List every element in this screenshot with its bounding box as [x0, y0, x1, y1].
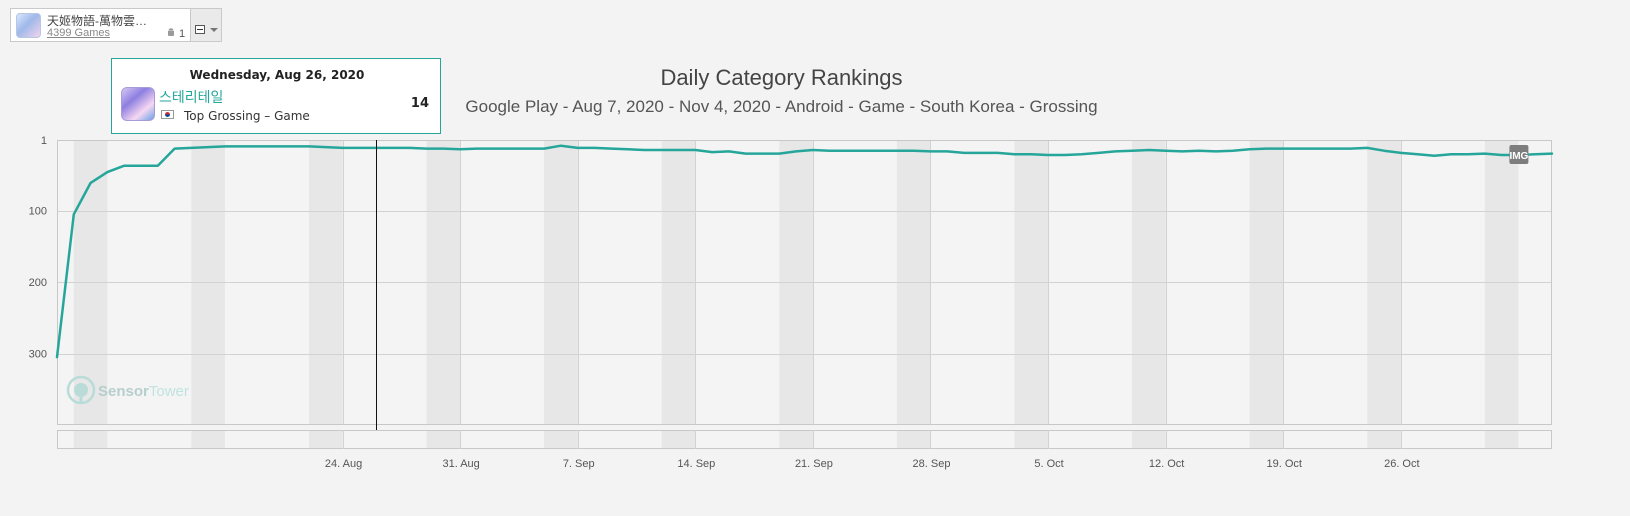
collapse-icon[interactable] — [195, 25, 205, 34]
navigator-weekend-band — [896, 431, 931, 448]
grid-lines — [57, 140, 1552, 425]
series-layer — [55, 144, 1554, 359]
chevron-down-icon[interactable] — [210, 28, 218, 32]
navigator-weekend-band — [544, 431, 578, 448]
sensortower-watermark: SensorTower — [66, 375, 189, 405]
android-icon — [168, 28, 174, 36]
tooltip: Wednesday, Aug 26, 2020 스테리테일 Top Grossi… — [111, 58, 441, 134]
x-tick-label: 19. Oct — [1267, 458, 1302, 470]
app-count: 1 — [179, 28, 186, 40]
tooltip-app-icon — [121, 87, 155, 121]
app-icon — [16, 13, 41, 38]
x-tick-label: 14. Sep — [677, 458, 715, 470]
watermark-text-bold: Sensor — [98, 383, 149, 400]
publisher-link[interactable]: 4399 Games — [47, 27, 110, 39]
x-tick-label: 28. Sep — [913, 458, 951, 470]
tooltip-category: Top Grossing – Game — [184, 109, 310, 123]
event-markers[interactable]: IMG — [1509, 145, 1529, 164]
navigator-weekend-band — [73, 431, 108, 448]
app-name[interactable]: 天姬物語-萬物雲… — [47, 14, 147, 28]
x-tick-label: 31. Aug — [442, 458, 479, 470]
x-tick-label: 26. Oct — [1384, 458, 1419, 470]
event-marker — [1509, 145, 1529, 164]
navigator-weekend-band — [1249, 431, 1284, 448]
tooltip-date: Wednesday, Aug 26, 2020 — [189, 68, 365, 82]
navigator-weekend-band — [779, 431, 813, 448]
navigator-weekend-band — [1484, 431, 1519, 448]
y-tick-label: 300 — [29, 349, 47, 361]
navigator-weekend-band — [1367, 431, 1401, 448]
navigator-weekend-band — [661, 431, 696, 448]
navigator-bands — [73, 431, 1519, 448]
plot-border — [57, 140, 1552, 425]
y-tick-label: 200 — [29, 277, 47, 289]
south-korea-flag-icon — [161, 110, 174, 119]
chart-subtitle: Google Play - Aug 7, 2020 - Nov 4, 2020 … — [465, 97, 1098, 116]
svg-text:SensorTower: SensorTower — [98, 383, 189, 400]
x-tick-label: 7. Sep — [563, 458, 595, 470]
watermark-text-light: Tower — [149, 383, 189, 400]
x-tick-label: 21. Sep — [795, 458, 833, 470]
y-tick-label: 1 — [41, 135, 47, 147]
x-tick-label: 12. Oct — [1149, 458, 1184, 470]
navigator-weekend-band — [1014, 431, 1049, 448]
app-options-dropdown[interactable] — [190, 8, 222, 42]
x-tick-label: 24. Aug — [325, 458, 362, 470]
tooltip-app-name[interactable]: 스테리테일 — [159, 89, 224, 105]
tooltip-rank: 14 — [410, 96, 429, 111]
navigator-weekend-band — [426, 431, 461, 448]
series-line — [55, 144, 1554, 359]
y-tick-label: 100 — [29, 206, 47, 218]
navigator-grid — [343, 430, 1402, 449]
navigator-weekend-band — [308, 431, 343, 448]
chart-title: Daily Category Rankings — [660, 65, 903, 90]
x-axis-labels: 24. Aug 31. Aug 7. Sep 14. Sep 21. Sep 28. Se… — [325, 458, 1420, 470]
navigator-weekend-band — [191, 431, 225, 448]
y-axis-labels: 1 100 200 300 — [29, 135, 47, 361]
x-tick-label: 5. Oct — [1034, 458, 1063, 470]
event-marker-label: IMG — [1509, 151, 1528, 162]
app-chip[interactable]: 天姬物語-萬物雲… 4399 Games 1 — [10, 8, 197, 42]
navigator-weekend-band — [1132, 431, 1166, 448]
